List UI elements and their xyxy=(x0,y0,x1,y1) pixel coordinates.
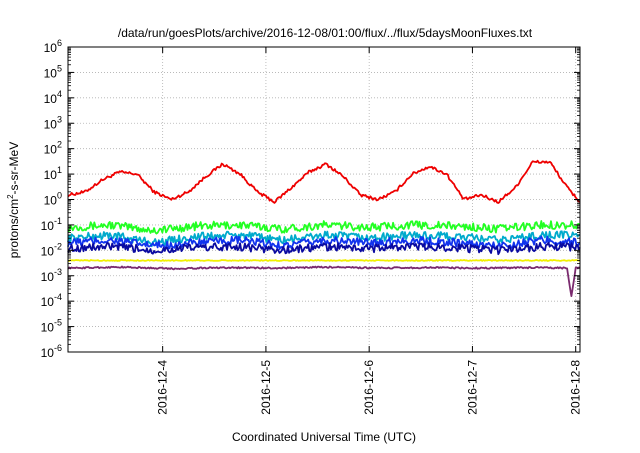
y-tick-label: 10-1 xyxy=(41,216,62,233)
series-line xyxy=(67,265,581,298)
y-tick-label: 10-3 xyxy=(41,267,62,284)
series-line xyxy=(67,258,581,262)
y-tick-base: 10 xyxy=(44,117,58,131)
y-tick-label: 105 xyxy=(44,63,62,80)
x-axis-label: Coordinated Universal Time (UTC) xyxy=(232,430,416,444)
y-tick-base: 10 xyxy=(41,270,55,284)
series-line xyxy=(67,230,580,248)
series-lines xyxy=(67,159,581,298)
y-tick-exponent: -4 xyxy=(54,292,62,302)
y-tick-labels: 10-610-510-410-310-210-11001011021031041… xyxy=(41,38,62,360)
y-tick-label: 10-5 xyxy=(41,318,62,335)
y-axis-label-main: protons/cm xyxy=(7,199,21,258)
y-tick-base: 10 xyxy=(44,66,58,80)
y-axis-label-rest: -s-sr-MeV xyxy=(7,142,21,195)
y-tick-label: 104 xyxy=(44,89,62,106)
x-tick-label: 2016-12-8 xyxy=(569,360,583,415)
y-tick-label: 103 xyxy=(44,114,62,131)
series-line xyxy=(67,220,581,235)
y-tick-exponent: 4 xyxy=(57,89,62,99)
x-tick-label: 2016-12-7 xyxy=(465,360,479,415)
axis-ticks xyxy=(68,46,580,353)
series-line xyxy=(67,159,581,204)
y-tick-label: 101 xyxy=(44,165,62,182)
y-tick-exponent: -6 xyxy=(54,343,62,353)
grid-lines xyxy=(68,47,580,352)
y-tick-exponent: 6 xyxy=(57,38,62,48)
y-tick-exponent: 0 xyxy=(57,191,62,201)
y-tick-base: 10 xyxy=(44,168,58,182)
chart-title: /data/run/goesPlots/archive/2016-12-08/0… xyxy=(118,26,533,40)
y-tick-exponent: 5 xyxy=(57,63,62,73)
x-tick-label: 2016-12-5 xyxy=(259,360,273,415)
y-tick-base: 10 xyxy=(41,346,55,360)
y-tick-label: 10-6 xyxy=(41,343,62,360)
y-tick-exponent: -1 xyxy=(54,216,62,226)
y-tick-base: 10 xyxy=(44,194,58,208)
y-tick-base: 10 xyxy=(44,92,58,106)
y-tick-label: 10-4 xyxy=(41,292,62,309)
y-tick-exponent: 2 xyxy=(57,140,62,150)
y-tick-label: 102 xyxy=(44,140,62,157)
y-tick-exponent: -5 xyxy=(54,318,62,328)
y-tick-label: 10-2 xyxy=(41,241,62,258)
x-tick-label: 2016-12-6 xyxy=(362,360,376,415)
x-tick-label: 2016-12-4 xyxy=(156,360,170,415)
series-line xyxy=(67,241,581,256)
y-tick-base: 10 xyxy=(44,41,58,55)
y-tick-base: 10 xyxy=(41,219,55,233)
y-tick-label: 106 xyxy=(44,38,62,55)
y-tick-exponent: -3 xyxy=(54,267,62,277)
y-tick-base: 10 xyxy=(41,295,55,309)
y-tick-exponent: 3 xyxy=(57,114,62,124)
y-tick-exponent: 1 xyxy=(57,165,62,175)
y-tick-label: 100 xyxy=(44,191,62,208)
y-tick-exponent: -2 xyxy=(54,241,62,251)
series-line xyxy=(67,235,581,251)
y-axis-label-superscript: 2 xyxy=(6,194,15,199)
y-tick-base: 10 xyxy=(41,321,55,335)
y-axis-label: protons/cm2-s-sr-MeV xyxy=(6,142,21,258)
x-tick-labels: 2016-12-4 2016-12-5 2016-12-6 2016-12-7 2016… xyxy=(156,360,583,415)
y-tick-base: 10 xyxy=(44,143,58,157)
y-tick-base: 10 xyxy=(41,244,55,258)
